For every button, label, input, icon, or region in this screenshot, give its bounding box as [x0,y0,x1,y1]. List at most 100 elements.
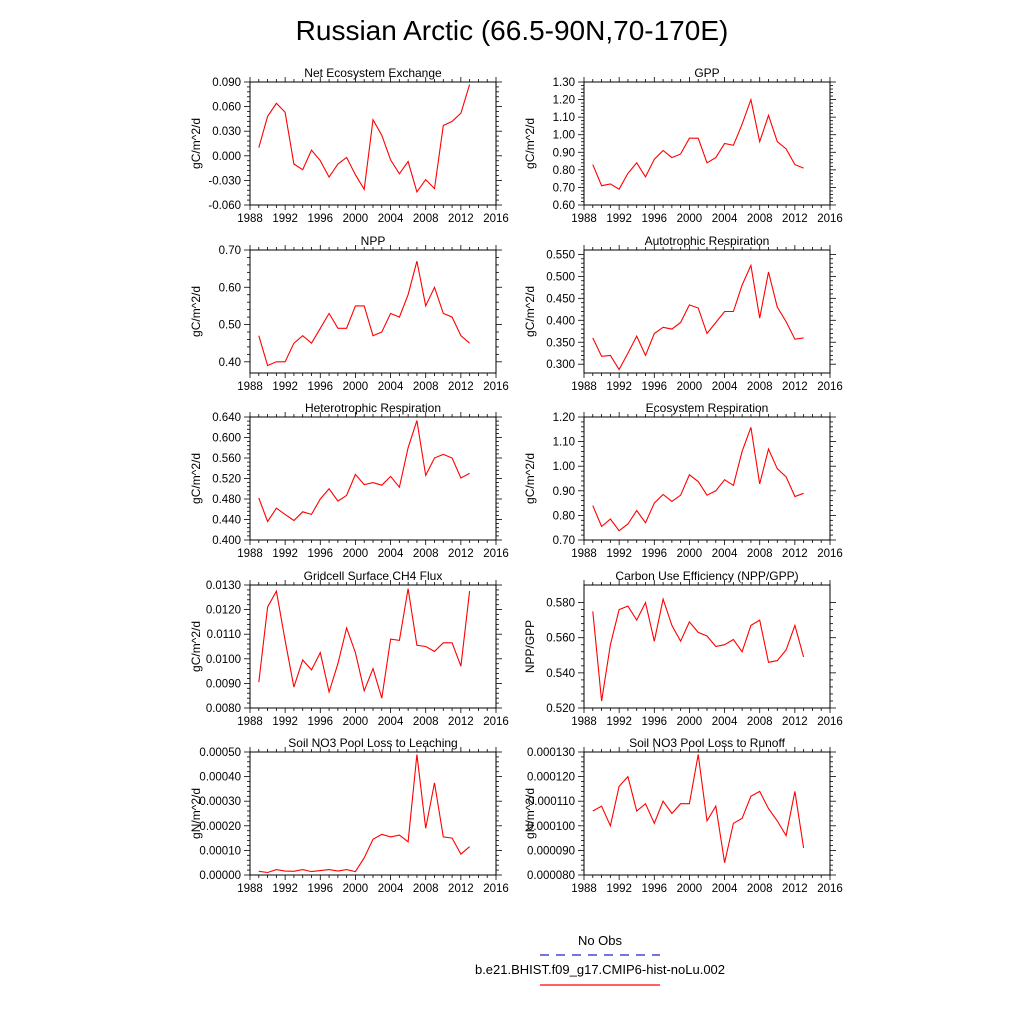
x-tick-label: 1992 [606,381,632,393]
x-tick-label: 2008 [413,213,439,225]
x-tick-label: 2008 [413,548,439,560]
y-tick-label: 0.0130 [206,580,241,592]
plot-frame [583,751,831,876]
x-tick-label: 2012 [782,381,808,393]
y-tick-label: 0.560 [212,453,241,465]
x-tick-label: 2000 [677,883,703,895]
x-tick-label: 1992 [606,548,632,560]
y-axis-label: gC/m^2/d [523,286,537,337]
series-line [258,754,470,874]
x-tick-label: 1996 [641,883,667,895]
y-tick-label: 0.00040 [199,772,241,784]
y-tick-label: 0.540 [546,668,575,680]
x-tick-label: 2000 [677,213,703,225]
panel-ecosystem-respiration: Ecosystem Respiration 1988 1992 1996 2000 200… [523,401,843,560]
x-tick-label: 1992 [272,213,298,225]
y-axis-label: gN/m^2/d [189,788,203,839]
panel-title: Ecosystem Respiration [646,401,769,415]
x-tick-label: 1996 [307,883,333,895]
y-tick-label: 0.400 [546,315,575,327]
series-line [258,420,470,523]
plot-frame [249,81,497,206]
x-tick-label: 2012 [782,716,808,728]
y-tick-label: 1.30 [553,77,575,89]
plot-frame [249,416,497,541]
y-tick-label: 0.450 [546,293,575,305]
x-tick-label: 1996 [307,213,333,225]
x-tick-label: 2012 [782,548,808,560]
y-tick-label: -0.060 [208,200,241,212]
x-tick-label: 2000 [343,213,369,225]
x-tick-label: 1988 [237,548,263,560]
x-tick-label: 2012 [782,213,808,225]
y-tick-label: 0.70 [219,245,241,257]
y-tick-label: 0.00030 [199,796,241,808]
x-tick-label: 2000 [677,716,703,728]
y-tick-label: 0.400 [212,535,241,547]
x-tick-label: 2012 [448,883,474,895]
y-tick-label: 0.000100 [527,821,575,833]
y-tick-label: 0.500 [546,271,575,283]
y-tick-label: 0.0100 [206,654,241,666]
y-tick-label: 0.030 [212,126,241,138]
x-tick-label: 1988 [237,213,263,225]
x-tick-label: 1992 [606,883,632,895]
x-tick-label: 2004 [712,548,738,560]
y-axis-label: gC/m^2/d [523,453,537,504]
panel-title: Autotrophic Respiration [645,234,770,248]
x-tick-label: 1992 [272,883,298,895]
y-tick-label: 0.000090 [527,845,575,857]
y-axis-label: gC/m^2/d [523,118,537,169]
panel-gpp: GPP 1988 1992 1996 2000 2004 2008 2012 2016 0.60 0… [523,66,843,225]
y-tick-label: 0.000080 [527,870,575,882]
x-tick-label: 1996 [307,548,333,560]
x-tick-label: 2000 [343,548,369,560]
x-tick-label: 2000 [677,381,703,393]
x-tick-label: 2008 [413,381,439,393]
y-tick-label: 0.000130 [527,747,575,759]
plot-frame [249,584,497,709]
x-tick-label: 2004 [712,213,738,225]
y-tick-label: 1.00 [553,461,575,473]
y-axis-label: gC/m^2/d [189,453,203,504]
y-tick-label: 0.000 [212,151,241,163]
x-tick-label: 2000 [343,883,369,895]
y-tick-label: 0.000110 [528,796,575,808]
y-tick-label: 0.80 [553,165,575,177]
y-tick-label: 1.10 [553,437,575,449]
x-tick-label: 1996 [641,381,667,393]
x-tick-label: 2008 [747,716,773,728]
x-tick-label: 2012 [448,548,474,560]
panel-carbon-use-efficiency-npp-gpp: Carbon Use Efficiency (NPP/GPP) 1988 1992 1… [523,569,843,728]
plot-frame [583,584,831,709]
plot-frame [583,416,831,541]
panel-title: Heterotrophic Respiration [305,401,441,415]
x-tick-label: 1996 [641,548,667,560]
y-tick-label: 0.60 [219,282,241,294]
y-axis-label: gN/m^2/d [523,788,537,839]
x-tick-label: 1992 [272,548,298,560]
panel-net-ecosystem-exchange: Net Ecosystem Exchange 1988 1992 1996 2000 20… [189,66,509,225]
x-tick-label: 2004 [712,381,738,393]
x-tick-label: 2004 [378,213,404,225]
x-tick-label: 2004 [378,883,404,895]
x-tick-label: 1996 [641,716,667,728]
y-tick-label: 0.70 [553,182,575,194]
y-tick-label: 0.300 [546,359,575,371]
y-tick-label: 1.20 [553,412,575,424]
x-tick-label: 1996 [307,381,333,393]
y-axis-label: NPP/GPP [523,620,537,673]
x-tick-label: 2000 [343,716,369,728]
x-tick-label: 2012 [448,381,474,393]
series-line [258,588,471,699]
x-tick-label: 1988 [571,548,597,560]
y-tick-label: 0.50 [219,320,241,332]
series-line [592,97,804,190]
x-tick-label: 2016 [483,548,509,560]
x-tick-label: 2008 [747,883,773,895]
y-tick-label: 0.060 [212,102,241,114]
y-tick-label: 1.20 [553,95,575,107]
x-tick-label: 2004 [712,716,738,728]
x-tick-label: 1992 [272,716,298,728]
